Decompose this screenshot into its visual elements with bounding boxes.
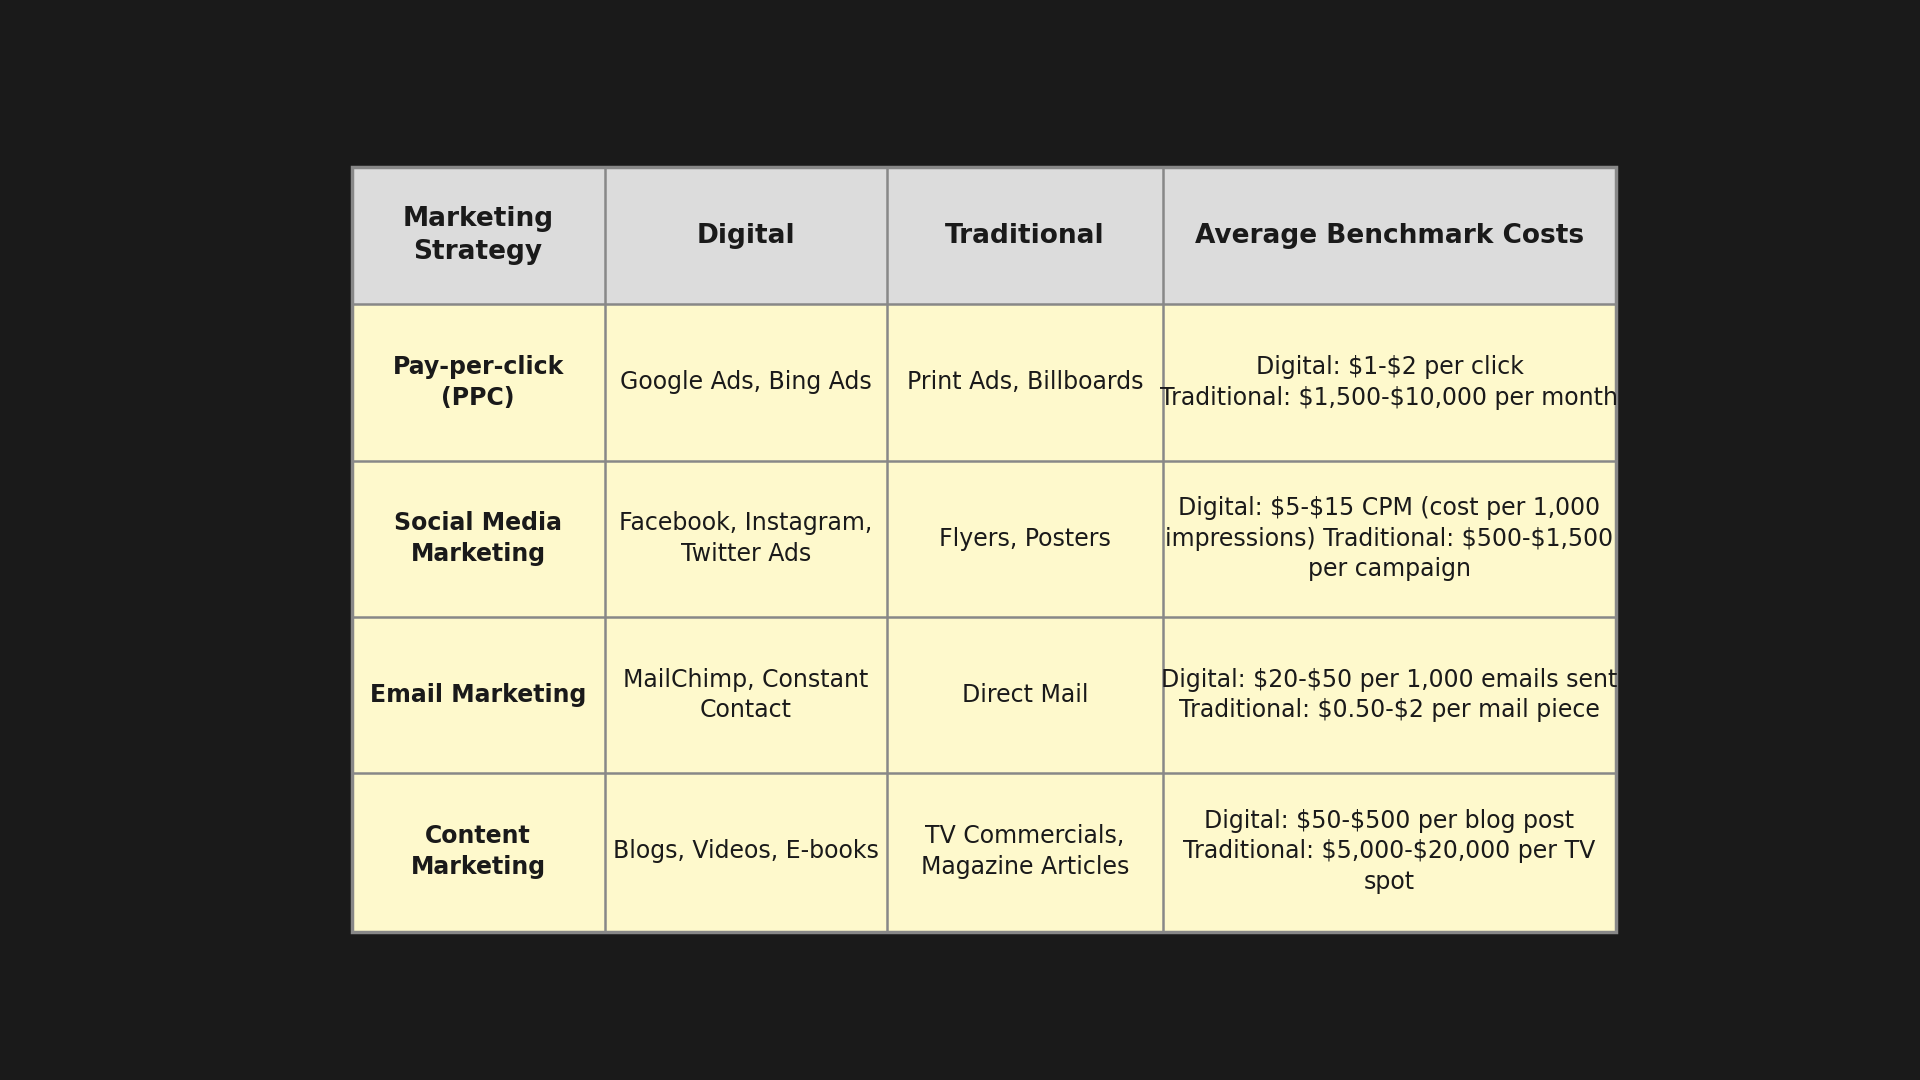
Bar — [351, 167, 1617, 932]
Text: Marketing
Strategy: Marketing Strategy — [403, 206, 553, 265]
Text: Digital: \$1-\$2 per click
Traditional: \$1,500-\$10,000 per month: Digital: \$1-\$2 per click Traditional: … — [1160, 355, 1619, 409]
Bar — [351, 167, 1617, 305]
Text: Direct Mail: Direct Mail — [962, 683, 1089, 707]
Text: Print Ads, Billboards: Print Ads, Billboards — [906, 370, 1142, 394]
Text: Email Marketing: Email Marketing — [371, 683, 586, 707]
Text: Traditional: Traditional — [945, 222, 1104, 248]
Text: Digital: \$50-\$500 per blog post
Traditional: \$5,000-\$20,000 per TV
spot: Digital: \$50-\$500 per blog post Tradit… — [1183, 809, 1596, 894]
Bar — [351, 167, 1617, 932]
Text: Digital: \$5-\$15 CPM (cost per 1,000
impressions) Traditional: \$500-\$1,500
pe: Digital: \$5-\$15 CPM (cost per 1,000 im… — [1165, 496, 1613, 581]
Text: Google Ads, Bing Ads: Google Ads, Bing Ads — [620, 370, 872, 394]
Text: Digital: \$20-\$50 per 1,000 emails sent
Traditional: \$0.50-\$2 per mail piece: Digital: \$20-\$50 per 1,000 emails sent… — [1162, 667, 1619, 723]
Text: TV Commercials,
Magazine Articles: TV Commercials, Magazine Articles — [922, 824, 1129, 879]
Text: Blogs, Videos, E-books: Blogs, Videos, E-books — [612, 839, 879, 863]
Text: Content
Marketing: Content Marketing — [411, 824, 545, 879]
Text: Pay-per-click
(PPC): Pay-per-click (PPC) — [392, 355, 564, 409]
Text: Facebook, Instagram,
Twitter Ads: Facebook, Instagram, Twitter Ads — [620, 512, 872, 566]
Text: Flyers, Posters: Flyers, Posters — [939, 527, 1112, 551]
Text: Digital: Digital — [697, 222, 795, 248]
Text: Average Benchmark Costs: Average Benchmark Costs — [1194, 222, 1584, 248]
Text: Social Media
Marketing: Social Media Marketing — [394, 512, 563, 566]
Text: MailChimp, Constant
Contact: MailChimp, Constant Contact — [624, 667, 868, 723]
